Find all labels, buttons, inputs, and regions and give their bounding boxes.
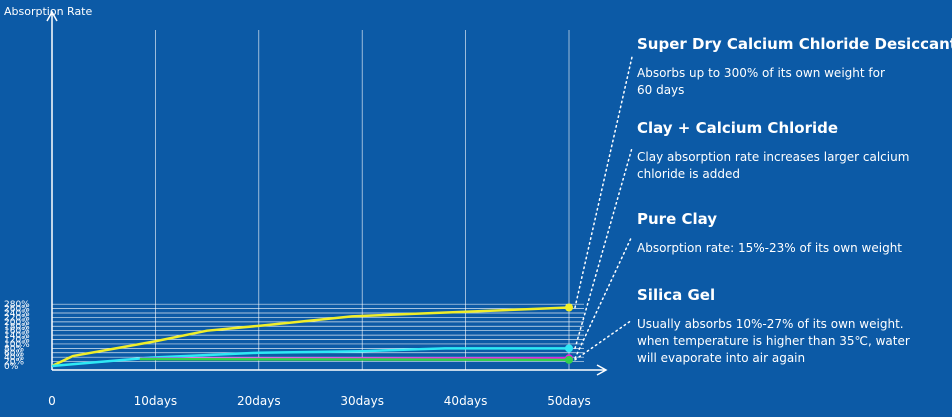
grid-lines [52, 30, 584, 370]
y-tick-labels: 0%20%40%60%80%100%120%140%160%180%200%22… [4, 300, 30, 372]
y-tick-label: 200% [4, 318, 30, 328]
annotation-title: Silica Gel [637, 286, 715, 304]
y-tick-label: 40% [4, 353, 24, 363]
annotation-pure-clay: Pure Clay Absorption rate: 15%-23% of it… [637, 210, 902, 255]
y-tick-label: 140% [4, 331, 30, 341]
x-tick-label: 40days [444, 394, 488, 408]
series-end-marker [565, 303, 573, 312]
x-tick-label: 0 [48, 394, 56, 408]
annotation-clay-calcium: Clay + Calcium Chloride Clay absorption … [637, 119, 909, 181]
x-tick-label: 10days [134, 394, 178, 408]
x-tick-labels: 0 10days 20days 30days 40days 50days [48, 394, 591, 408]
x-tick-label: 30days [340, 394, 384, 408]
y-tick-label: 20% [4, 358, 24, 368]
series-lines [51, 303, 573, 368]
annotation-title: Super Dry Calcium Chloride Desiccant [637, 35, 952, 53]
y-tick-label: 260% [4, 305, 30, 315]
annotations: Super Dry Calcium Chloride Desiccant Abs… [637, 35, 952, 365]
annotation-line: Clay absorption rate increases larger ca… [637, 150, 909, 164]
annotation-connector [574, 56, 633, 309]
annotation-line: 60 days [637, 83, 684, 97]
y-tick-label: 220% [4, 313, 30, 323]
x-tick-label: 50days [547, 394, 591, 408]
annotation-line: Usually absorbs 10%-27% of its own weigh… [637, 317, 904, 331]
y-tick-label: 0% [4, 362, 19, 372]
annotation-line: Absorbs up to 300% of its own weight for [637, 66, 885, 80]
annotation-connectors [574, 56, 633, 361]
axes: Absorption Rate [4, 5, 608, 376]
annotation-line: when temperature is higher than 35℃, wat… [637, 334, 910, 348]
annotation-line: will evaporate into air again [637, 351, 805, 365]
y-tick-label: 180% [4, 322, 30, 332]
annotation-connector [574, 147, 633, 350]
annotation-super-dry: Super Dry Calcium Chloride Desiccant Abs… [637, 35, 952, 97]
series-line-super-dry-calcium-chloride-desiccant [51, 306, 570, 368]
x-tick-label: 20days [237, 394, 281, 408]
y-tick-label: 280% [4, 300, 30, 310]
y-tick-label: 120% [4, 336, 30, 346]
annotation-title: Clay + Calcium Chloride [637, 119, 838, 137]
series-end-marker [565, 344, 573, 353]
y-axis-arrow [46, 10, 58, 22]
y-axis-title: Absorption Rate [4, 5, 92, 18]
series-end-marker [565, 355, 573, 364]
y-tick-label: 100% [4, 340, 30, 350]
annotation-line: Absorption rate: 15%-23% of its own weig… [637, 241, 902, 255]
y-tick-label: 80% [4, 344, 24, 354]
y-tick-label: 60% [4, 349, 24, 359]
y-tick-label: 240% [4, 309, 30, 319]
annotation-silica-gel: Silica Gel Usually absorbs 10%-27% of it… [637, 286, 910, 365]
annotation-line: chloride is added [637, 167, 740, 181]
series-line-silica-gel [139, 357, 570, 362]
annotation-title: Pure Clay [637, 210, 717, 228]
y-tick-label: 160% [4, 327, 30, 337]
annotation-connector [574, 319, 633, 361]
x-axis-arrow [596, 364, 608, 376]
series-line-clay-calcium-chloride [51, 347, 569, 368]
